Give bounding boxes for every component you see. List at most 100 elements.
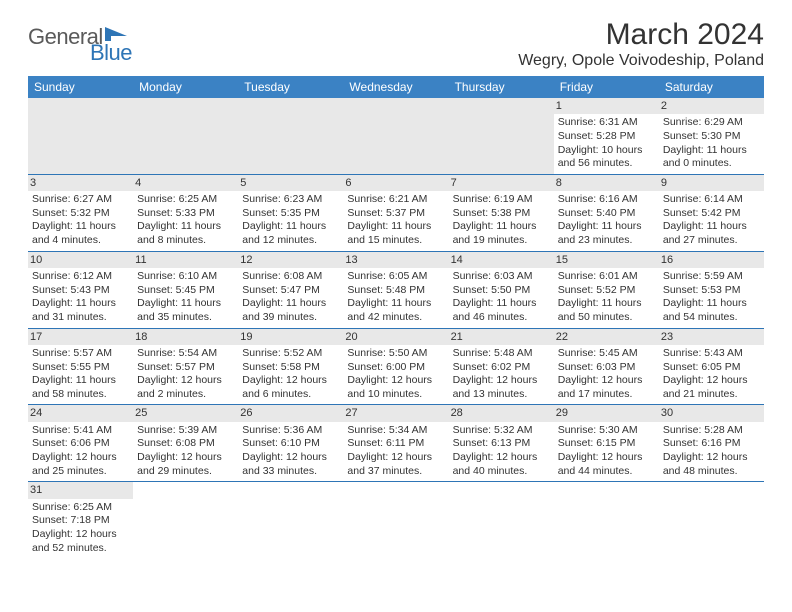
- sunrise-text: Sunrise: 6:08 AM: [242, 270, 339, 284]
- calendar-day-cell: 7Sunrise: 6:19 AMSunset: 5:38 PMDaylight…: [449, 174, 554, 251]
- sunrise-text: Sunrise: 5:59 AM: [663, 270, 760, 284]
- sunset-text: Sunset: 6:11 PM: [347, 437, 444, 451]
- calendar-day-cell: [238, 482, 343, 558]
- sunset-text: Sunset: 5:38 PM: [453, 207, 550, 221]
- sunset-text: Sunset: 7:18 PM: [32, 514, 129, 528]
- calendar-day-cell: 13Sunrise: 6:05 AMSunset: 5:48 PMDayligh…: [343, 251, 448, 328]
- day-number: 9: [659, 175, 764, 191]
- day-number: 29: [554, 405, 659, 421]
- sunset-text: Sunset: 5:48 PM: [347, 284, 444, 298]
- sunrise-text: Sunrise: 6:27 AM: [32, 193, 129, 207]
- sunrise-text: Sunrise: 6:14 AM: [663, 193, 760, 207]
- logo-text-blue: Blue: [90, 40, 132, 66]
- day-content: Sunrise: 5:32 AMSunset: 6:13 PMDaylight:…: [453, 424, 550, 479]
- sunset-text: Sunset: 5:40 PM: [558, 207, 655, 221]
- calendar-day-cell: 17 Sunrise: 5:57 AMSunset: 5:55 PMDayligh…: [28, 328, 133, 405]
- day-content: Sunrise: 6:23 AMSunset: 5:35 PMDaylight:…: [242, 193, 339, 248]
- calendar-day-cell: 10Sunrise: 6:12 AMSunset: 5:43 PMDayligh…: [28, 251, 133, 328]
- day-content: Sunrise: 5:36 AMSunset: 6:10 PMDaylight:…: [242, 424, 339, 479]
- daylight-text: Daylight: 12 hours and 44 minutes.: [558, 451, 655, 478]
- sunset-text: Sunset: 5:28 PM: [558, 130, 655, 144]
- sunrise-text: Sunrise: 5:50 AM: [347, 347, 444, 361]
- calendar-day-cell: 5Sunrise: 6:23 AMSunset: 5:35 PMDaylight…: [238, 174, 343, 251]
- day-content: Sunrise: 6:08 AMSunset: 5:47 PMDaylight:…: [242, 270, 339, 325]
- daylight-text: Daylight: 12 hours and 10 minutes.: [347, 374, 444, 401]
- day-number: 13: [343, 252, 448, 268]
- sunset-text: Sunset: 6:05 PM: [663, 361, 760, 375]
- calendar-day-cell: 21 Sunrise: 5:48 AMSunset: 6:02 PMDayligh…: [449, 328, 554, 405]
- calendar-day-cell: 26Sunrise: 5:36 AMSunset: 6:10 PMDayligh…: [238, 405, 343, 482]
- sunrise-text: Sunrise: 5:41 AM: [32, 424, 129, 438]
- calendar-day-cell: 8 Sunrise: 6:16 AMSunset: 5:40 PMDaylight…: [554, 174, 659, 251]
- daylight-text: Daylight: 11 hours and 42 minutes.: [347, 297, 444, 324]
- day-content: Sunrise: 6:01 AMSunset: 5:52 PMDaylight:…: [558, 270, 655, 325]
- sunrise-text: Sunrise: 6:23 AM: [242, 193, 339, 207]
- daylight-text: Daylight: 11 hours and 31 minutes.: [32, 297, 129, 324]
- day-number: 17: [28, 329, 133, 345]
- title-block: March 2024 Wegry, Opole Voivodeship, Pol…: [518, 18, 764, 70]
- sunrise-text: Sunrise: 6:16 AM: [558, 193, 655, 207]
- logo-text-general: Genera: [28, 24, 98, 50]
- daylight-text: Daylight: 11 hours and 12 minutes.: [242, 220, 339, 247]
- sunrise-text: Sunrise: 6:12 AM: [32, 270, 129, 284]
- sunrise-text: Sunrise: 6:03 AM: [453, 270, 550, 284]
- calendar-day-cell: [133, 482, 238, 558]
- daylight-text: Daylight: 12 hours and 48 minutes.: [663, 451, 760, 478]
- day-content: Sunrise: 6:16 AMSunset: 5:40 PMDaylight:…: [558, 193, 655, 248]
- day-number: 10: [28, 252, 133, 268]
- daylight-text: Daylight: 11 hours and 39 minutes.: [242, 297, 339, 324]
- weekday-header: Sunday: [28, 76, 133, 98]
- day-number: 19: [238, 329, 343, 345]
- day-content: Sunrise: 5:34 AMSunset: 6:11 PMDaylight:…: [347, 424, 444, 479]
- day-number: 21: [449, 329, 554, 345]
- sunrise-text: Sunrise: 5:32 AM: [453, 424, 550, 438]
- day-content: Sunrise: 6:21 AMSunset: 5:37 PMDaylight:…: [347, 193, 444, 248]
- calendar-week-row: 3Sunrise: 6:27 AMSunset: 5:32 PMDaylight…: [28, 174, 764, 251]
- calendar-day-cell: 27Sunrise: 5:34 AMSunset: 6:11 PMDayligh…: [343, 405, 448, 482]
- daylight-text: Daylight: 12 hours and 33 minutes.: [242, 451, 339, 478]
- page-title: March 2024: [518, 18, 764, 52]
- sunset-text: Sunset: 5:30 PM: [663, 130, 760, 144]
- sunset-text: Sunset: 6:02 PM: [453, 361, 550, 375]
- daylight-text: Daylight: 12 hours and 25 minutes.: [32, 451, 129, 478]
- sunrise-text: Sunrise: 5:36 AM: [242, 424, 339, 438]
- sunset-text: Sunset: 6:00 PM: [347, 361, 444, 375]
- sunrise-text: Sunrise: 6:19 AM: [453, 193, 550, 207]
- calendar-day-cell: 14Sunrise: 6:03 AMSunset: 5:50 PMDayligh…: [449, 251, 554, 328]
- sunrise-text: Sunrise: 6:25 AM: [32, 501, 129, 515]
- day-content: Sunrise: 5:57 AMSunset: 5:55 PMDaylight:…: [32, 347, 129, 402]
- sunrise-text: Sunrise: 5:28 AM: [663, 424, 760, 438]
- sunset-text: Sunset: 5:53 PM: [663, 284, 760, 298]
- sunrise-text: Sunrise: 5:57 AM: [32, 347, 129, 361]
- logo: General Blue: [28, 24, 129, 50]
- calendar-week-row: 31Sunrise: 6:25 AMSunset: 7:18 PMDayligh…: [28, 482, 764, 558]
- day-number: 8: [554, 175, 659, 191]
- sunset-text: Sunset: 6:15 PM: [558, 437, 655, 451]
- daylight-text: Daylight: 11 hours and 50 minutes.: [558, 297, 655, 324]
- day-number: 22: [554, 329, 659, 345]
- sunset-text: Sunset: 5:58 PM: [242, 361, 339, 375]
- sunrise-text: Sunrise: 5:43 AM: [663, 347, 760, 361]
- sunset-text: Sunset: 5:57 PM: [137, 361, 234, 375]
- calendar-day-cell: 25Sunrise: 5:39 AMSunset: 6:08 PMDayligh…: [133, 405, 238, 482]
- day-content: Sunrise: 6:03 AMSunset: 5:50 PMDaylight:…: [453, 270, 550, 325]
- sunrise-text: Sunrise: 5:54 AM: [137, 347, 234, 361]
- calendar-day-cell: 3Sunrise: 6:27 AMSunset: 5:32 PMDaylight…: [28, 174, 133, 251]
- daylight-text: Daylight: 11 hours and 4 minutes.: [32, 220, 129, 247]
- sunset-text: Sunset: 5:52 PM: [558, 284, 655, 298]
- sunrise-text: Sunrise: 6:01 AM: [558, 270, 655, 284]
- calendar-day-cell: 19Sunrise: 5:52 AMSunset: 5:58 PMDayligh…: [238, 328, 343, 405]
- day-content: Sunrise: 5:48 AMSunset: 6:02 PMDaylight:…: [453, 347, 550, 402]
- calendar-week-row: 24Sunrise: 5:41 AMSunset: 6:06 PMDayligh…: [28, 405, 764, 482]
- sunrise-text: Sunrise: 5:45 AM: [558, 347, 655, 361]
- weekday-header: Friday: [554, 76, 659, 98]
- daylight-text: Daylight: 12 hours and 21 minutes.: [663, 374, 760, 401]
- daylight-text: Daylight: 12 hours and 37 minutes.: [347, 451, 444, 478]
- sunset-text: Sunset: 5:55 PM: [32, 361, 129, 375]
- day-number: 7: [449, 175, 554, 191]
- sunset-text: Sunset: 6:13 PM: [453, 437, 550, 451]
- sunrise-text: Sunrise: 5:30 AM: [558, 424, 655, 438]
- calendar-day-cell: 31Sunrise: 6:25 AMSunset: 7:18 PMDayligh…: [28, 482, 133, 558]
- sunrise-text: Sunrise: 5:34 AM: [347, 424, 444, 438]
- calendar-day-cell: 16Sunrise: 5:59 AMSunset: 5:53 PMDayligh…: [659, 251, 764, 328]
